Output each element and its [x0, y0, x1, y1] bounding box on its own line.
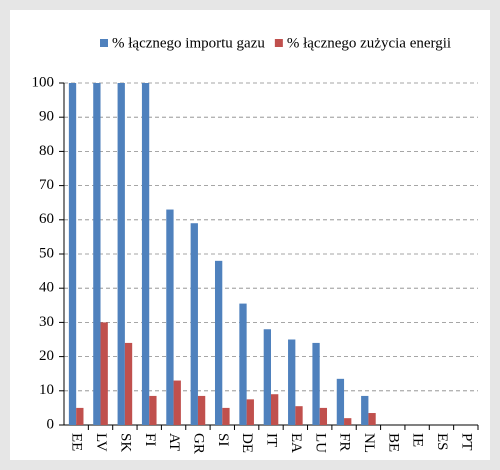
y-tick-label: 90 [39, 109, 54, 125]
bar [149, 395, 157, 425]
bar [222, 407, 230, 425]
bar [100, 322, 108, 425]
x-tick-label: LV [93, 433, 109, 452]
x-tick-label: SK [117, 433, 133, 452]
y-tick-label: 0 [47, 416, 55, 432]
bar [271, 394, 279, 425]
bar [239, 303, 247, 425]
x-tick-label: SI [215, 433, 231, 446]
x-tick-label: PT [458, 433, 474, 451]
bar [190, 223, 198, 425]
bar [214, 260, 223, 425]
bar [117, 83, 125, 425]
bar [173, 380, 181, 425]
legend-swatch [274, 39, 283, 47]
bar [295, 406, 303, 425]
bar [141, 83, 150, 425]
bar [124, 342, 133, 425]
y-tick-label: 80 [39, 143, 54, 159]
bar [319, 407, 328, 425]
bar [93, 83, 101, 425]
bar [344, 418, 352, 425]
y-tick-label: 40 [39, 280, 54, 296]
bar [197, 395, 206, 425]
bar [368, 413, 376, 425]
x-tick-label: IT [264, 433, 280, 447]
legend-swatch [100, 39, 108, 47]
x-tick-label: GR [191, 433, 207, 454]
legend-label: % łącznego zużycia energii [287, 35, 451, 51]
bar [76, 407, 84, 425]
x-tick-label: DE [239, 433, 255, 453]
x-tick-label: EE [69, 433, 85, 451]
y-tick-label: 60 [39, 211, 54, 227]
bar [288, 339, 296, 425]
y-tick-label: 30 [39, 314, 54, 330]
x-tick-label: FI [142, 433, 158, 446]
x-tick-label: FR [337, 433, 353, 451]
y-tick-label: 20 [39, 348, 54, 364]
bar [336, 378, 345, 425]
y-tick-label: 50 [39, 245, 54, 261]
panel [10, 10, 490, 460]
bar [246, 399, 254, 425]
x-tick-label: BE [385, 433, 401, 452]
x-tick-label: NL [361, 433, 377, 453]
x-tick-label: ES [434, 433, 450, 451]
bar [166, 209, 174, 425]
y-tick-label: 70 [39, 177, 54, 193]
legend-label: % łącznego importu gazu [112, 35, 265, 51]
bar [361, 395, 369, 425]
x-tick-label: EA [288, 433, 304, 453]
x-tick-label: IE [410, 433, 426, 447]
bar [312, 342, 320, 425]
bar [263, 329, 271, 425]
y-tick-label: 10 [39, 382, 54, 398]
bar [68, 83, 77, 425]
x-tick-label: AT [166, 433, 182, 451]
x-tick-label: LU [312, 433, 328, 453]
y-tick-label: 100 [32, 74, 55, 90]
